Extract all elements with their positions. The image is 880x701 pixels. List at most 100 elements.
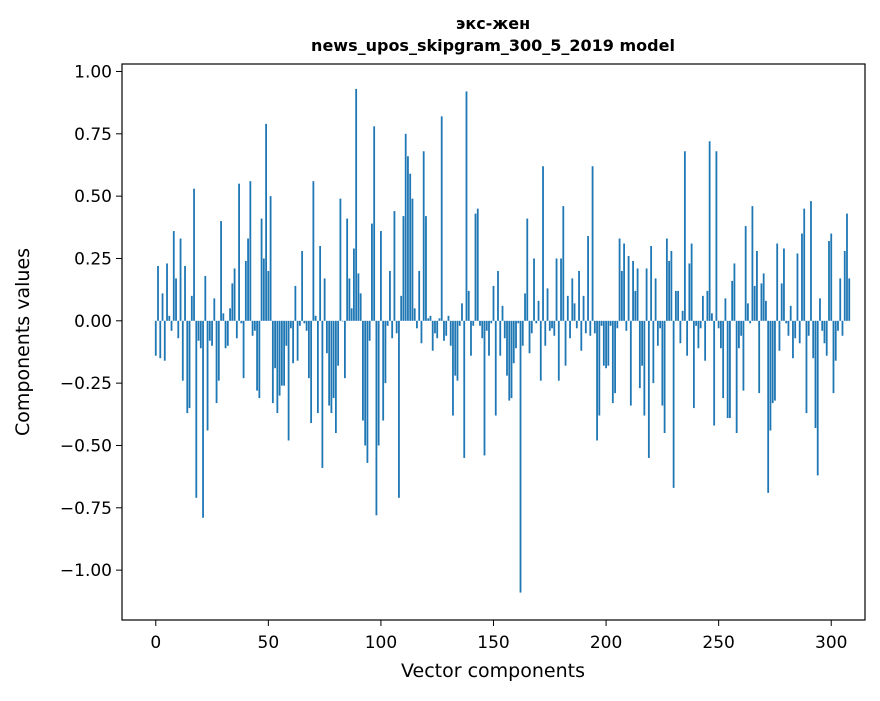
bar: [170, 320, 173, 331]
y-tick-label: 0.50: [74, 187, 112, 207]
bar: [692, 320, 695, 409]
bar: [659, 320, 662, 329]
bar: [316, 320, 319, 414]
bar: [830, 233, 833, 321]
bar: [501, 305, 504, 321]
bar: [429, 315, 432, 321]
bar: [551, 320, 553, 329]
bar: [805, 320, 808, 414]
bar: [449, 320, 452, 346]
bar: [470, 320, 472, 356]
bar: [557, 320, 560, 381]
bar: [582, 295, 585, 321]
bar: [638, 320, 641, 389]
bar: [215, 320, 218, 404]
bar: [614, 320, 616, 394]
bar: [438, 318, 441, 321]
bar: [346, 218, 349, 321]
bar: [310, 320, 313, 424]
y-tick-label: −0.75: [60, 499, 112, 519]
bar: [202, 320, 204, 518]
bar: [292, 320, 295, 364]
bar: [159, 320, 162, 359]
bar: [199, 320, 202, 349]
bar: [305, 320, 308, 331]
bar: [427, 318, 430, 321]
bar: [803, 208, 806, 321]
bar: [503, 320, 506, 339]
bar: [339, 198, 342, 321]
bar: [494, 320, 497, 416]
bar: [364, 320, 367, 446]
bar: [535, 320, 538, 324]
bar: [224, 320, 227, 349]
bar: [708, 141, 711, 321]
y-tick-label: −0.50: [60, 436, 112, 456]
bar: [596, 320, 598, 441]
y-axis-label: Components values: [12, 248, 34, 436]
bar: [686, 320, 689, 356]
bar: [789, 305, 792, 321]
bar: [720, 320, 722, 349]
bar: [823, 320, 826, 344]
bar: [575, 320, 578, 329]
bar: [395, 320, 398, 334]
bar: [485, 320, 488, 331]
bar: [490, 320, 493, 324]
bar: [262, 258, 265, 321]
bar: [488, 320, 490, 356]
bar: [294, 285, 297, 321]
bar: [674, 290, 677, 321]
bar: [301, 251, 304, 321]
bar: [602, 320, 605, 366]
bar: [283, 320, 286, 386]
bar: [717, 320, 720, 329]
bar: [434, 320, 436, 334]
bar: [517, 320, 520, 324]
bar: [314, 315, 317, 321]
bar: [409, 173, 412, 321]
bar: [801, 233, 803, 321]
bar: [325, 320, 328, 354]
bar: [422, 151, 425, 321]
bar: [168, 315, 171, 321]
bar: [573, 303, 576, 321]
bar: [402, 216, 405, 321]
bar: [296, 320, 299, 361]
bar: [204, 275, 207, 321]
bar: [715, 151, 718, 321]
bar: [762, 273, 765, 321]
bar: [749, 320, 752, 324]
bar: [382, 320, 385, 421]
bar: [157, 265, 159, 321]
bar: [206, 320, 209, 431]
bar: [765, 300, 767, 321]
bar: [643, 320, 646, 416]
bar: [699, 320, 702, 329]
bar: [636, 268, 639, 321]
bar: [510, 320, 513, 399]
bar: [553, 320, 556, 336]
bar: [393, 211, 396, 321]
bar: [679, 320, 682, 344]
bar: [539, 320, 542, 381]
bar: [179, 238, 182, 321]
bar: [584, 320, 587, 334]
bar: [242, 320, 245, 379]
bar: [413, 308, 416, 321]
bar: [641, 320, 643, 366]
bar: [238, 183, 240, 321]
bar: [780, 283, 783, 321]
bar: [377, 320, 380, 446]
bar: [373, 126, 376, 321]
bar: [253, 320, 256, 331]
bar: [197, 320, 200, 341]
bar: [751, 206, 754, 321]
bar: [357, 273, 360, 321]
bar: [769, 320, 772, 431]
bar: [668, 260, 671, 321]
y-ticks-group: 1.00 0.75 0.50 0.25 0.00 −0.25 −0.50 −0.75 −1.00: [60, 62, 122, 581]
bar: [479, 320, 481, 326]
bar: [625, 320, 628, 331]
